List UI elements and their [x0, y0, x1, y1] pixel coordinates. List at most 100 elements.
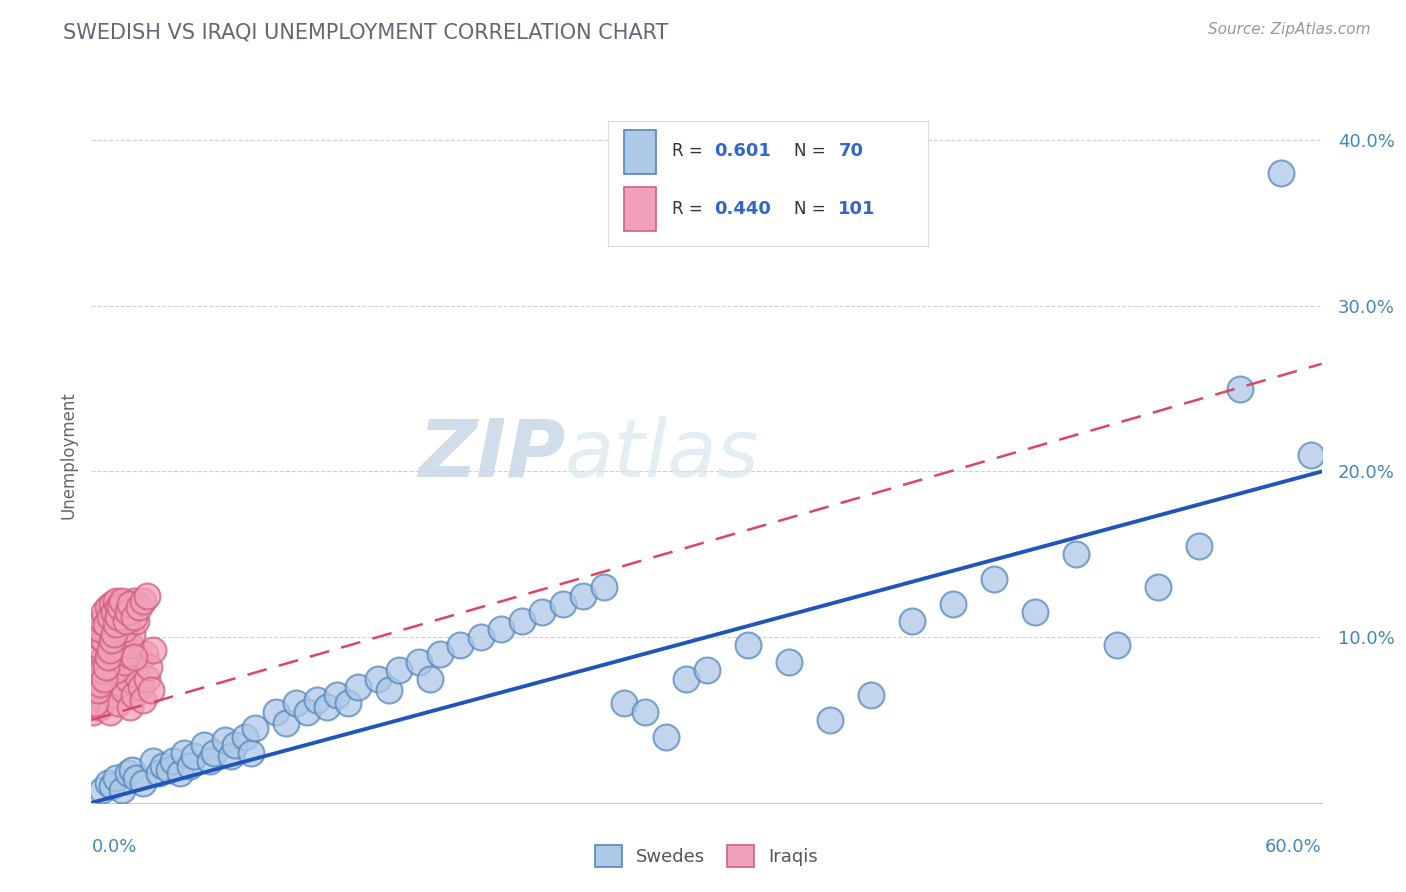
Point [142, 643, 165, 657]
Point [162, 755, 184, 769]
Text: N =: N = [793, 142, 831, 160]
Point [124, 688, 146, 702]
Point [121, 600, 143, 615]
Text: R =: R = [672, 200, 709, 218]
Point [169, 766, 191, 780]
Point [108, 614, 131, 628]
Point [200, 755, 222, 769]
Point [120, 639, 142, 653]
Point [93, 650, 115, 665]
Point [89, 622, 111, 636]
Point [139, 683, 162, 698]
Point [108, 643, 131, 657]
Point [93, 672, 115, 686]
Point [142, 755, 165, 769]
Point [86, 688, 108, 702]
Point [316, 699, 339, 714]
Point [97, 627, 120, 641]
Text: 60.0%: 60.0% [1265, 838, 1322, 855]
Text: 70: 70 [838, 142, 863, 160]
Point [157, 763, 180, 777]
Point [419, 672, 441, 686]
Text: R =: R = [672, 142, 709, 160]
Point [86, 663, 108, 677]
Point [124, 650, 146, 665]
Point [593, 581, 616, 595]
Point [295, 705, 318, 719]
Point [98, 643, 121, 657]
Point [305, 693, 328, 707]
Point [900, 614, 922, 628]
Point [125, 666, 148, 681]
Text: N =: N = [793, 200, 831, 218]
Point [1024, 605, 1046, 619]
Point [429, 647, 451, 661]
Point [128, 600, 150, 615]
Point [120, 699, 142, 714]
Point [90, 622, 112, 636]
Point [89, 630, 111, 644]
Point [131, 593, 153, 607]
Point [107, 650, 129, 665]
Point [128, 650, 150, 665]
Point [107, 697, 129, 711]
Point [179, 759, 201, 773]
Point [103, 639, 125, 653]
Point [115, 614, 138, 628]
Point [551, 597, 574, 611]
Point [135, 672, 157, 686]
Point [224, 738, 246, 752]
Point [135, 589, 157, 603]
Point [101, 647, 124, 661]
Point [388, 663, 411, 677]
Point [97, 776, 120, 790]
Point [695, 663, 717, 677]
Legend: Swedes, Iraqis: Swedes, Iraqis [588, 838, 825, 874]
Point [98, 614, 121, 628]
Point [105, 663, 127, 677]
Point [240, 746, 263, 760]
Point [449, 639, 471, 653]
Point [94, 660, 117, 674]
Point [129, 680, 152, 694]
Point [859, 688, 882, 702]
Point [737, 639, 759, 653]
Point [101, 779, 124, 793]
Point [233, 730, 256, 744]
Point [138, 660, 160, 674]
Point [89, 655, 111, 669]
Point [90, 666, 112, 681]
Point [336, 697, 359, 711]
Text: ZIP: ZIP [418, 416, 565, 494]
Point [1146, 581, 1168, 595]
FancyBboxPatch shape [624, 187, 657, 231]
Point [103, 610, 125, 624]
Point [173, 746, 195, 760]
Point [491, 622, 513, 636]
Point [367, 672, 389, 686]
Point [101, 672, 124, 686]
Point [111, 633, 134, 648]
Point [117, 672, 139, 686]
Point [202, 746, 225, 760]
Point [98, 610, 121, 624]
Point [117, 766, 139, 780]
Point [94, 683, 117, 698]
Text: 0.601: 0.601 [714, 142, 770, 160]
Point [1301, 448, 1323, 462]
Point [347, 680, 370, 694]
Point [408, 655, 430, 669]
Text: 101: 101 [838, 200, 876, 218]
Point [105, 616, 127, 631]
Point [112, 683, 135, 698]
Point [97, 676, 120, 690]
Point [98, 705, 121, 719]
Point [634, 705, 657, 719]
Text: 0.0%: 0.0% [91, 838, 136, 855]
Point [470, 630, 492, 644]
Point [121, 655, 143, 669]
Text: atlas: atlas [565, 416, 759, 494]
Point [90, 663, 112, 677]
Point [531, 605, 554, 619]
Point [510, 614, 533, 628]
